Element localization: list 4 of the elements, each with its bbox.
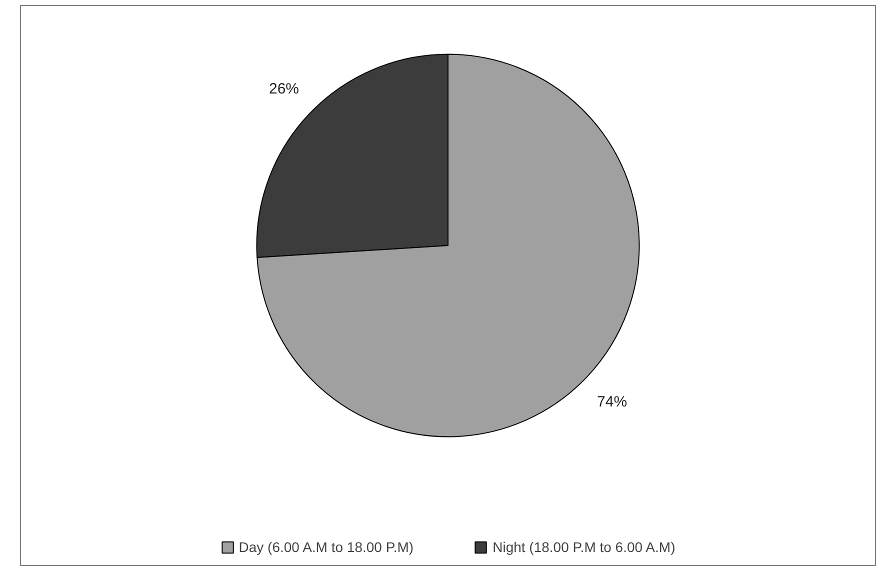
data-label: 74%: [597, 393, 628, 410]
legend-label: Night (18.00 P.M to 6.00 A.M): [492, 539, 676, 555]
legend-label: Day (6.00 A.M to 18.00 P.M): [238, 539, 414, 555]
data-label: 26%: [268, 80, 299, 98]
